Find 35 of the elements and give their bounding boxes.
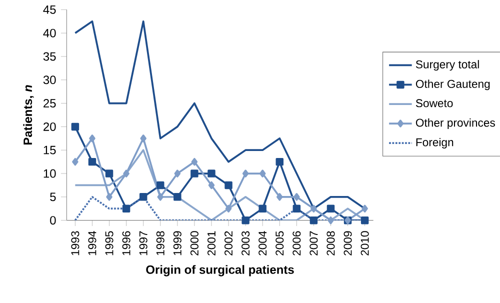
legend-label: Other provinces <box>416 118 495 129</box>
x-tick-label: 1997 <box>139 231 148 256</box>
y-tick-label: 5 <box>50 192 56 202</box>
x-tick-label: 2001 <box>207 231 216 256</box>
x-tick-label: 1996 <box>122 231 130 256</box>
x-tick-label: 1995 <box>105 231 114 256</box>
x-tick-label: 1994 <box>88 231 96 256</box>
x-tick-label: 2006 <box>292 231 301 256</box>
legend-label: Foreign <box>416 138 454 148</box>
y-tick-label: 0 <box>50 216 56 225</box>
x-tick-label: 2000 <box>190 231 198 256</box>
x-tick-label: 2008 <box>326 231 335 256</box>
x-tick-label: 2010 <box>360 231 369 256</box>
x-tick-label: 1998 <box>156 231 164 256</box>
x-tick-label: 2007 <box>310 231 318 256</box>
x-tick-label: 2005 <box>276 231 284 256</box>
y-tick-label: 30 <box>43 76 56 84</box>
legend-label: Surgery total <box>416 60 479 71</box>
y-tick-label: 10 <box>44 169 56 178</box>
y-tick-label: 25 <box>44 99 56 108</box>
y-tick-label: 45 <box>43 5 56 14</box>
y-tick-label: 40 <box>43 28 56 38</box>
x-tick-label: 1993 <box>71 231 80 256</box>
y-tick-label: 35 <box>43 52 56 61</box>
x-tick-label: 2004 <box>258 231 267 256</box>
y-tick-label: 15 <box>44 146 56 154</box>
legend-label: Soweto <box>416 99 453 108</box>
x-tick-label: 2003 <box>242 231 250 256</box>
x-axis-title: Origin of surgical patients <box>146 265 294 276</box>
x-tick-label: 2002 <box>224 231 233 256</box>
x-tick-label: 2009 <box>344 231 352 256</box>
y-axis-title: Patients, n <box>23 85 34 145</box>
x-tick-label: 1999 <box>173 231 182 256</box>
legend-label: Other Gauteng <box>416 80 490 90</box>
y-tick-label: 20 <box>44 122 56 131</box>
